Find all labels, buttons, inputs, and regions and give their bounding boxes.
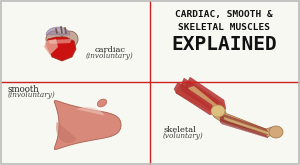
Polygon shape: [76, 107, 104, 115]
Polygon shape: [224, 117, 270, 135]
Text: cardiac: cardiac: [94, 46, 125, 54]
Polygon shape: [220, 119, 268, 138]
Ellipse shape: [269, 126, 283, 138]
Text: SKELETAL MUSCLES: SKELETAL MUSCLES: [178, 22, 270, 32]
Polygon shape: [46, 27, 70, 35]
Text: CARDIAC, SMOOTH &: CARDIAC, SMOOTH &: [175, 11, 273, 19]
Text: (voluntary): (voluntary): [163, 132, 204, 140]
Ellipse shape: [211, 105, 225, 117]
Polygon shape: [56, 122, 76, 143]
Text: skeletal: skeletal: [163, 126, 196, 134]
Polygon shape: [44, 39, 58, 55]
Polygon shape: [54, 100, 121, 149]
Polygon shape: [186, 77, 226, 111]
Bar: [1, 83, 150, 164]
Polygon shape: [46, 31, 78, 60]
Polygon shape: [176, 81, 226, 119]
Text: smooth: smooth: [8, 84, 40, 94]
Text: (involuntary): (involuntary): [86, 52, 134, 60]
Polygon shape: [48, 39, 72, 44]
Bar: [151, 83, 299, 164]
Polygon shape: [188, 86, 222, 113]
Polygon shape: [180, 78, 220, 113]
Polygon shape: [220, 116, 268, 135]
Polygon shape: [174, 82, 214, 115]
Polygon shape: [220, 113, 268, 132]
Bar: [151, 1, 299, 82]
Text: (involuntary): (involuntary): [8, 91, 56, 99]
Polygon shape: [46, 37, 76, 61]
Text: EXPLAINED: EXPLAINED: [171, 35, 277, 54]
Ellipse shape: [97, 99, 107, 107]
Polygon shape: [212, 111, 274, 137]
Bar: [1, 1, 150, 82]
